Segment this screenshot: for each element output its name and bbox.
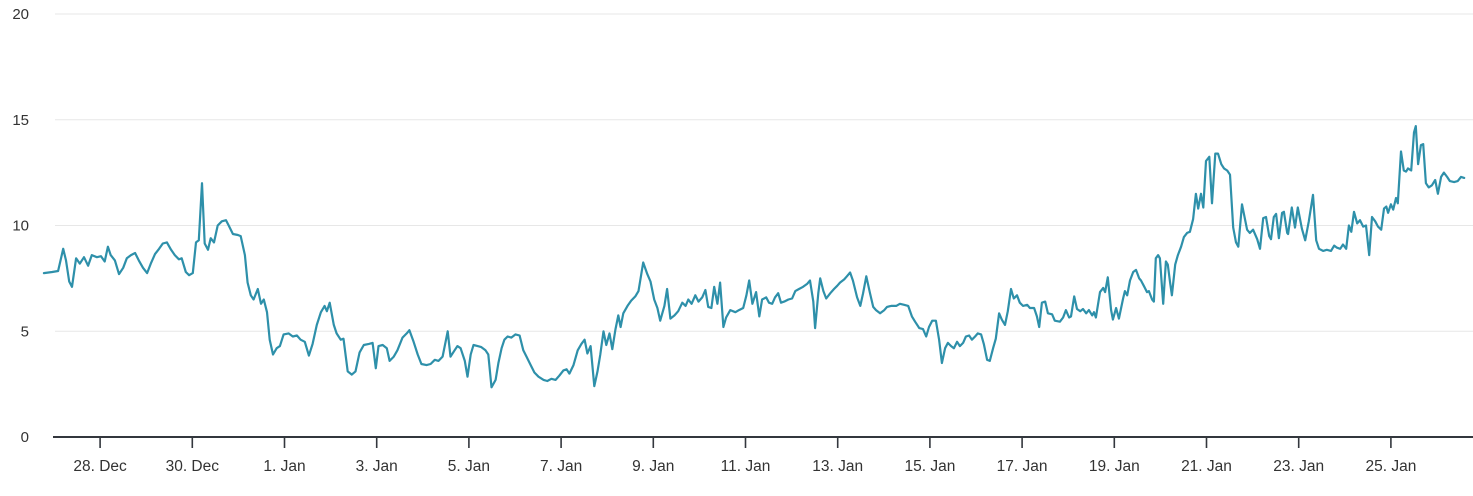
y-axis-label: 20 [12,6,29,23]
x-axis-label: 7. Jan [540,458,582,475]
x-axis-label: 23. Jan [1273,458,1324,475]
x-axis-label: 25. Jan [1365,458,1416,475]
gridlines [55,13,1473,332]
y-axis-label: 5 [21,323,29,340]
x-axis-label: 3. Jan [356,458,398,475]
x-axis-label: 19. Jan [1089,458,1140,475]
x-axis-label: 5. Jan [448,458,490,475]
y-axis-labels: 0 5 10 15 20 [12,6,29,446]
x-axis-label: 13. Jan [812,458,863,475]
y-axis-label: 15 [12,112,29,129]
y-axis-label: 10 [12,218,29,235]
x-axis-label: 17. Jan [997,458,1048,475]
y-axis-label: 0 [21,429,29,446]
x-axis-labels: 28. Dec 30. Dec 1. Jan 3. Jan 5. Jan 7. Jan 9.… [73,458,1416,475]
series-group [42,125,1466,389]
x-axis-label: 1. Jan [263,458,305,475]
series-line [42,125,1466,389]
x-axis-label: 9. Jan [632,458,674,475]
x-axis-label: 11. Jan [721,458,771,475]
x-axis-label: 30. Dec [166,458,220,475]
x-axis-label: 15. Jan [904,458,955,475]
x-axis [53,436,1473,448]
x-axis-label: 28. Dec [73,458,127,475]
x-axis-label: 21. Jan [1181,458,1232,475]
